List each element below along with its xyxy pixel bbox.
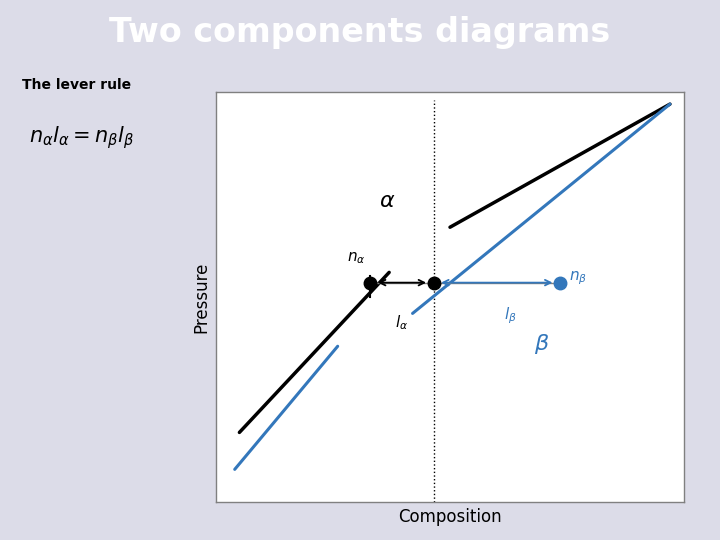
Text: Two components diagrams: Two components diagrams (109, 16, 611, 49)
Text: The lever rule: The lever rule (22, 78, 131, 92)
Text: α: α (380, 191, 395, 211)
Y-axis label: Pressure: Pressure (192, 261, 210, 333)
X-axis label: Composition: Composition (398, 508, 502, 526)
Text: $l_{\alpha}$: $l_{\alpha}$ (395, 313, 408, 332)
Text: β: β (534, 334, 549, 354)
Text: $n_{\beta}$: $n_{\beta}$ (570, 270, 588, 287)
Text: $n_{\alpha}$: $n_{\alpha}$ (347, 251, 366, 266)
Text: $l_{\beta}$: $l_{\beta}$ (505, 305, 517, 326)
Text: $n_{\alpha}l_{\alpha} = n_{\beta}l_{\beta}$: $n_{\alpha}l_{\alpha} = n_{\beta}l_{\bet… (29, 124, 134, 151)
